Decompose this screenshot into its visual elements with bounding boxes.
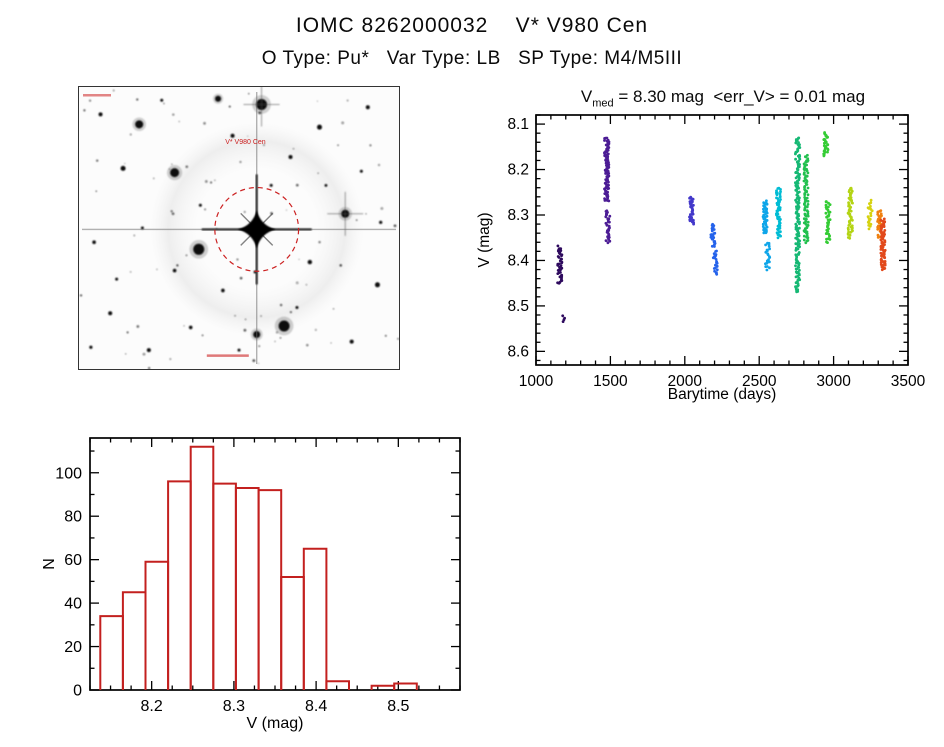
svg-text:1000: 1000 [519,373,554,390]
target-star-label: V* V980 Cen [225,139,266,146]
lightcurve-axes: 1000 1500 2000 2500 3000 3500 8.1 8.2 8.3 8.4 8.5 8… [476,114,926,403]
bottom-annotation-mark [206,354,249,357]
corner-annotation-mark [83,94,111,97]
finding-chart-panel: V* V980 Cen [78,86,400,370]
histogram-xlabel: V (mag) [247,715,304,732]
svg-text:8.3: 8.3 [507,207,529,224]
svg-text:0: 0 [73,683,82,700]
starfield-image: V* V980 Cen [78,86,400,370]
svg-text:8.5: 8.5 [507,298,529,315]
histogram-bars [99,445,418,690]
histogram-axes: 8.2 8.3 8.4 8.5 0 20 40 60 80 100 V (mag) N [41,437,461,732]
svg-text:2500: 2500 [742,373,777,390]
red-annotations: V* V980 Cen [83,94,300,357]
page-title: IOMC 8262000032 V* V980 Cen [295,14,649,37]
histogram-ylabel: N [41,558,58,570]
svg-text:40: 40 [64,596,82,613]
target-circle [214,186,300,272]
lightcurve-panel: Vmed = 8.30 mag <err_V> = 0.01 mag 1000 1… [470,86,936,412]
svg-text:2000: 2000 [668,373,703,390]
vmed-symbol: V [580,87,593,106]
svg-text:3000: 3000 [816,373,851,390]
svg-text:8.4: 8.4 [305,698,327,715]
svg-text:3500: 3500 [891,373,926,390]
lightcurve-stats: Vmed = 8.30 mag <err_V> = 0.01 mag [516,86,930,110]
svg-text:8.3: 8.3 [223,698,245,715]
svg-text:1500: 1500 [593,373,628,390]
histogram-panel: 8.2 8.3 8.4 8.5 0 20 40 60 80 100 V (mag) N [40,428,480,733]
image-border [78,86,400,370]
svg-text:8.1: 8.1 [507,116,529,133]
lightcurve-ylabel: V (mag) [476,212,493,267]
vmed-subscript: med [592,97,614,110]
lightcurve-chart: 1000 1500 2000 2500 3000 3500 8.1 8.2 8.3 8.4 8.5 8… [476,114,926,403]
svg-text:100: 100 [55,465,82,482]
central-star [82,92,396,364]
svg-text:8.6: 8.6 [507,343,529,360]
svg-text:8.5: 8.5 [387,698,409,715]
scatter-points [556,131,887,323]
vmed-value-text: = 8.30 mag <err_V> = 0.01 mag [613,87,866,106]
histogram-chart: 8.2 8.3 8.4 8.5 0 20 40 60 80 100 V (mag) N [41,437,461,732]
svg-text:8.2: 8.2 [141,698,163,715]
svg-text:60: 60 [64,552,82,569]
svg-text:80: 80 [64,509,82,526]
svg-text:20: 20 [64,639,82,656]
page-subtitle: O Type: Pu* Var Type: LB SP Type: M4/M5I… [261,48,683,69]
lightcurve-xlabel: Barytime (days) [668,386,777,403]
svg-text:8.2: 8.2 [507,162,529,179]
svg-text:8.4: 8.4 [507,252,529,269]
